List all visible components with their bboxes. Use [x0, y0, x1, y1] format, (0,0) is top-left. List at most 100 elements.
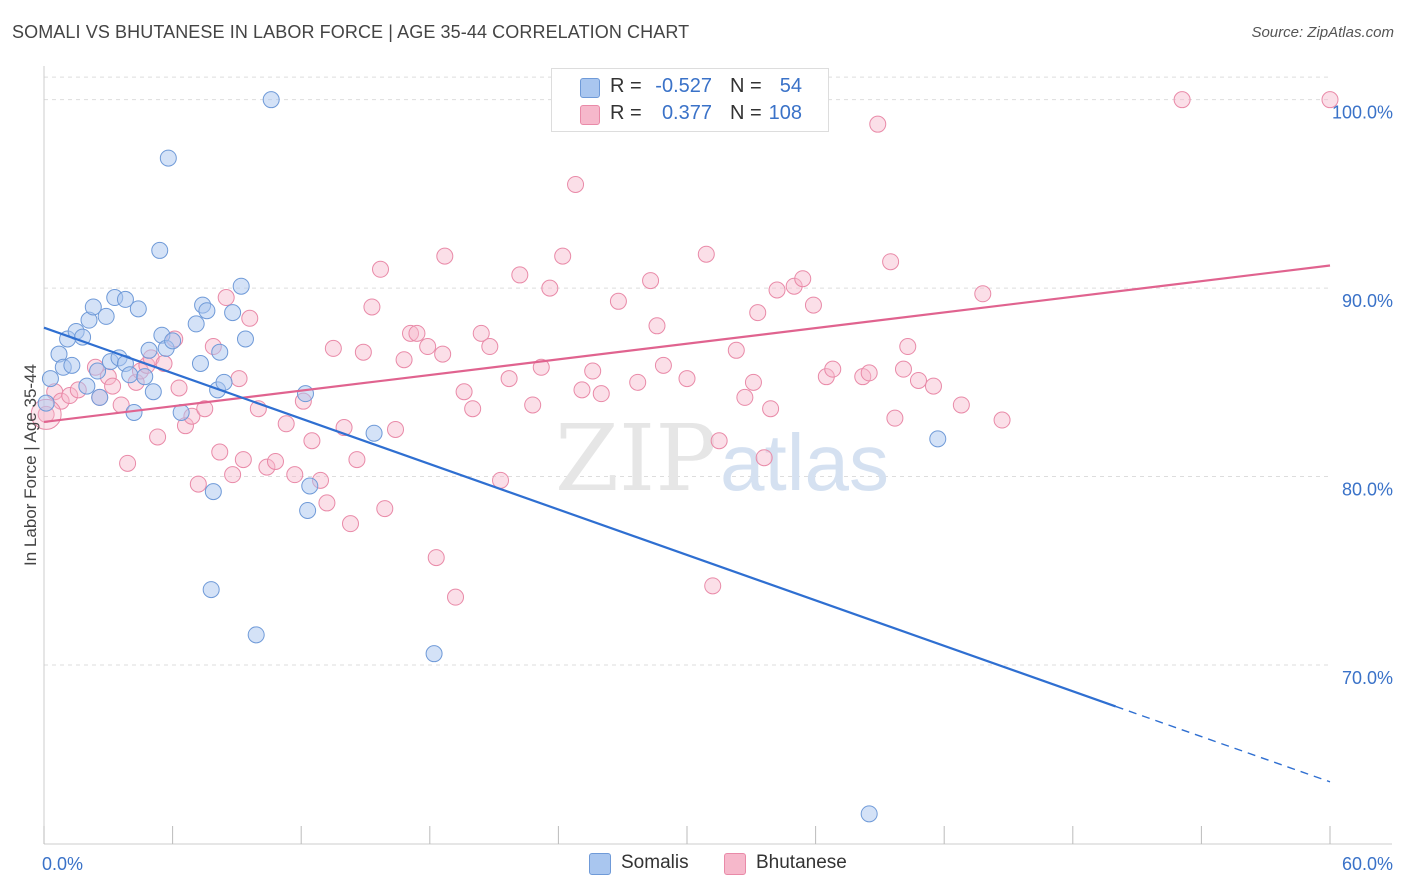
- bhutanese-point: [170, 379, 188, 397]
- y-axis-label: In Labor Force | Age 35-44: [21, 364, 40, 566]
- somali-point: [41, 370, 59, 388]
- somali-point: [929, 430, 947, 448]
- bhutanese-point: [697, 245, 715, 263]
- bhutanese-point: [736, 388, 754, 406]
- somali-point: [116, 290, 134, 308]
- tick-labels: 70.0% 80.0% 90.0% 100.0% 0.0% 60.0%: [42, 103, 1393, 874]
- n-label: N =: [730, 102, 762, 124]
- y-tick-label: 90.0%: [1342, 291, 1393, 311]
- y-tick-label: 100.0%: [1332, 103, 1393, 123]
- bhutanese-point: [1321, 91, 1339, 109]
- bhutanese-point: [354, 343, 372, 361]
- bhutanese-point: [217, 289, 235, 307]
- bhutanese-point: [642, 272, 660, 290]
- somali-point: [164, 332, 182, 350]
- bhutanese-point: [61, 387, 79, 405]
- watermark-atlas: atlas: [720, 418, 889, 507]
- somalis-swatch: [589, 853, 611, 875]
- bhutanese-point: [869, 115, 887, 133]
- bhutanese-point: [727, 341, 745, 359]
- bhutanese-point: [189, 475, 207, 493]
- bhutanese-point: [592, 385, 610, 403]
- bhutanese-point: [234, 451, 252, 469]
- bhutanese-point: [573, 381, 591, 399]
- bhutanese-point: [241, 309, 259, 327]
- r-value: -0.527: [655, 75, 712, 97]
- bhutanese-point: [286, 466, 304, 484]
- somali-point: [91, 388, 109, 406]
- somali-point: [140, 341, 158, 359]
- somali-points: [37, 91, 947, 823]
- bhutanese-swatch: [724, 853, 746, 875]
- r-label: R =: [610, 102, 642, 124]
- somali-point: [159, 149, 177, 167]
- bhutanese-point: [434, 345, 452, 363]
- r-label: R =: [610, 75, 642, 97]
- chart-title: SOMALI VS BHUTANESE IN LABOR FORCE | AGE…: [12, 22, 690, 42]
- bhutanese-point: [749, 304, 767, 322]
- bhutanese-point: [924, 377, 942, 395]
- y-tick-label: 80.0%: [1342, 480, 1393, 500]
- bhutanese-point: [654, 356, 672, 374]
- bhutanese-point: [427, 549, 445, 567]
- bhutanese-point: [882, 253, 900, 271]
- bhutanese-point: [1173, 91, 1191, 109]
- bhutanese-point: [472, 324, 490, 342]
- somali-point: [198, 302, 216, 320]
- somali-point: [296, 385, 314, 403]
- source-label: Source: ZipAtlas.com: [1251, 24, 1394, 41]
- bhutanese-point: [387, 420, 405, 438]
- somali-point: [202, 581, 220, 599]
- watermark-zip: ZIP: [555, 405, 717, 512]
- n-value: 54: [779, 75, 802, 97]
- bhutanese-point: [363, 298, 381, 316]
- bhutanese-point: [524, 396, 542, 414]
- bhutanese-point: [455, 383, 473, 401]
- bhutanese-point: [511, 266, 529, 284]
- somali-point: [136, 368, 154, 386]
- somali-point: [121, 366, 139, 384]
- bhutanese-point: [554, 247, 572, 265]
- bhutanese-point: [629, 373, 647, 391]
- bhutanese-point: [794, 270, 812, 288]
- bhutanese-point: [909, 371, 927, 389]
- bhutanese-point: [211, 443, 229, 461]
- bhutanese-point: [395, 351, 413, 369]
- x-tick-label: 0.0%: [42, 854, 83, 874]
- bhutanese-point: [436, 247, 454, 265]
- bhutanese-point: [755, 449, 773, 467]
- bhutanese-point: [149, 428, 167, 446]
- bhutanese-point: [318, 494, 336, 512]
- n-value: 108: [768, 102, 802, 124]
- bhutanese-point: [119, 454, 137, 472]
- bhutanese-point: [277, 415, 295, 433]
- bhutanese-point: [402, 324, 420, 342]
- somali-point: [299, 501, 317, 519]
- somali-point: [262, 91, 280, 109]
- somali-point: [860, 805, 878, 823]
- somali-point: [211, 343, 229, 361]
- somali-point: [187, 315, 205, 333]
- bhutanese-point: [768, 281, 786, 299]
- bhutanese-point: [993, 411, 1011, 429]
- bhutanese-point: [196, 400, 214, 418]
- correlation-legend: R = -0.527 N = 54 R = 0.377 N = 108: [551, 68, 829, 132]
- bhutanese-point: [648, 317, 666, 335]
- somali-point: [204, 483, 222, 501]
- somali-point: [89, 362, 107, 380]
- bhutanese-point: [348, 451, 366, 469]
- bhutanese-point: [899, 338, 917, 356]
- y-tick-label: 70.0%: [1342, 668, 1393, 688]
- trend-lines: [43, 264, 1331, 783]
- bhutanese-point: [710, 432, 728, 450]
- bhutanese-point: [500, 370, 518, 388]
- bhutanese-point: [303, 432, 321, 450]
- legend-label-bhutanese: Bhutanese: [756, 852, 847, 873]
- bhutanese-point: [824, 360, 842, 378]
- bhutanese-point: [567, 175, 585, 193]
- bhutanese-point: [886, 409, 904, 427]
- bhutanese-point: [372, 260, 390, 278]
- x-tick-label: 60.0%: [1342, 854, 1393, 874]
- bhutanese-point: [376, 500, 394, 518]
